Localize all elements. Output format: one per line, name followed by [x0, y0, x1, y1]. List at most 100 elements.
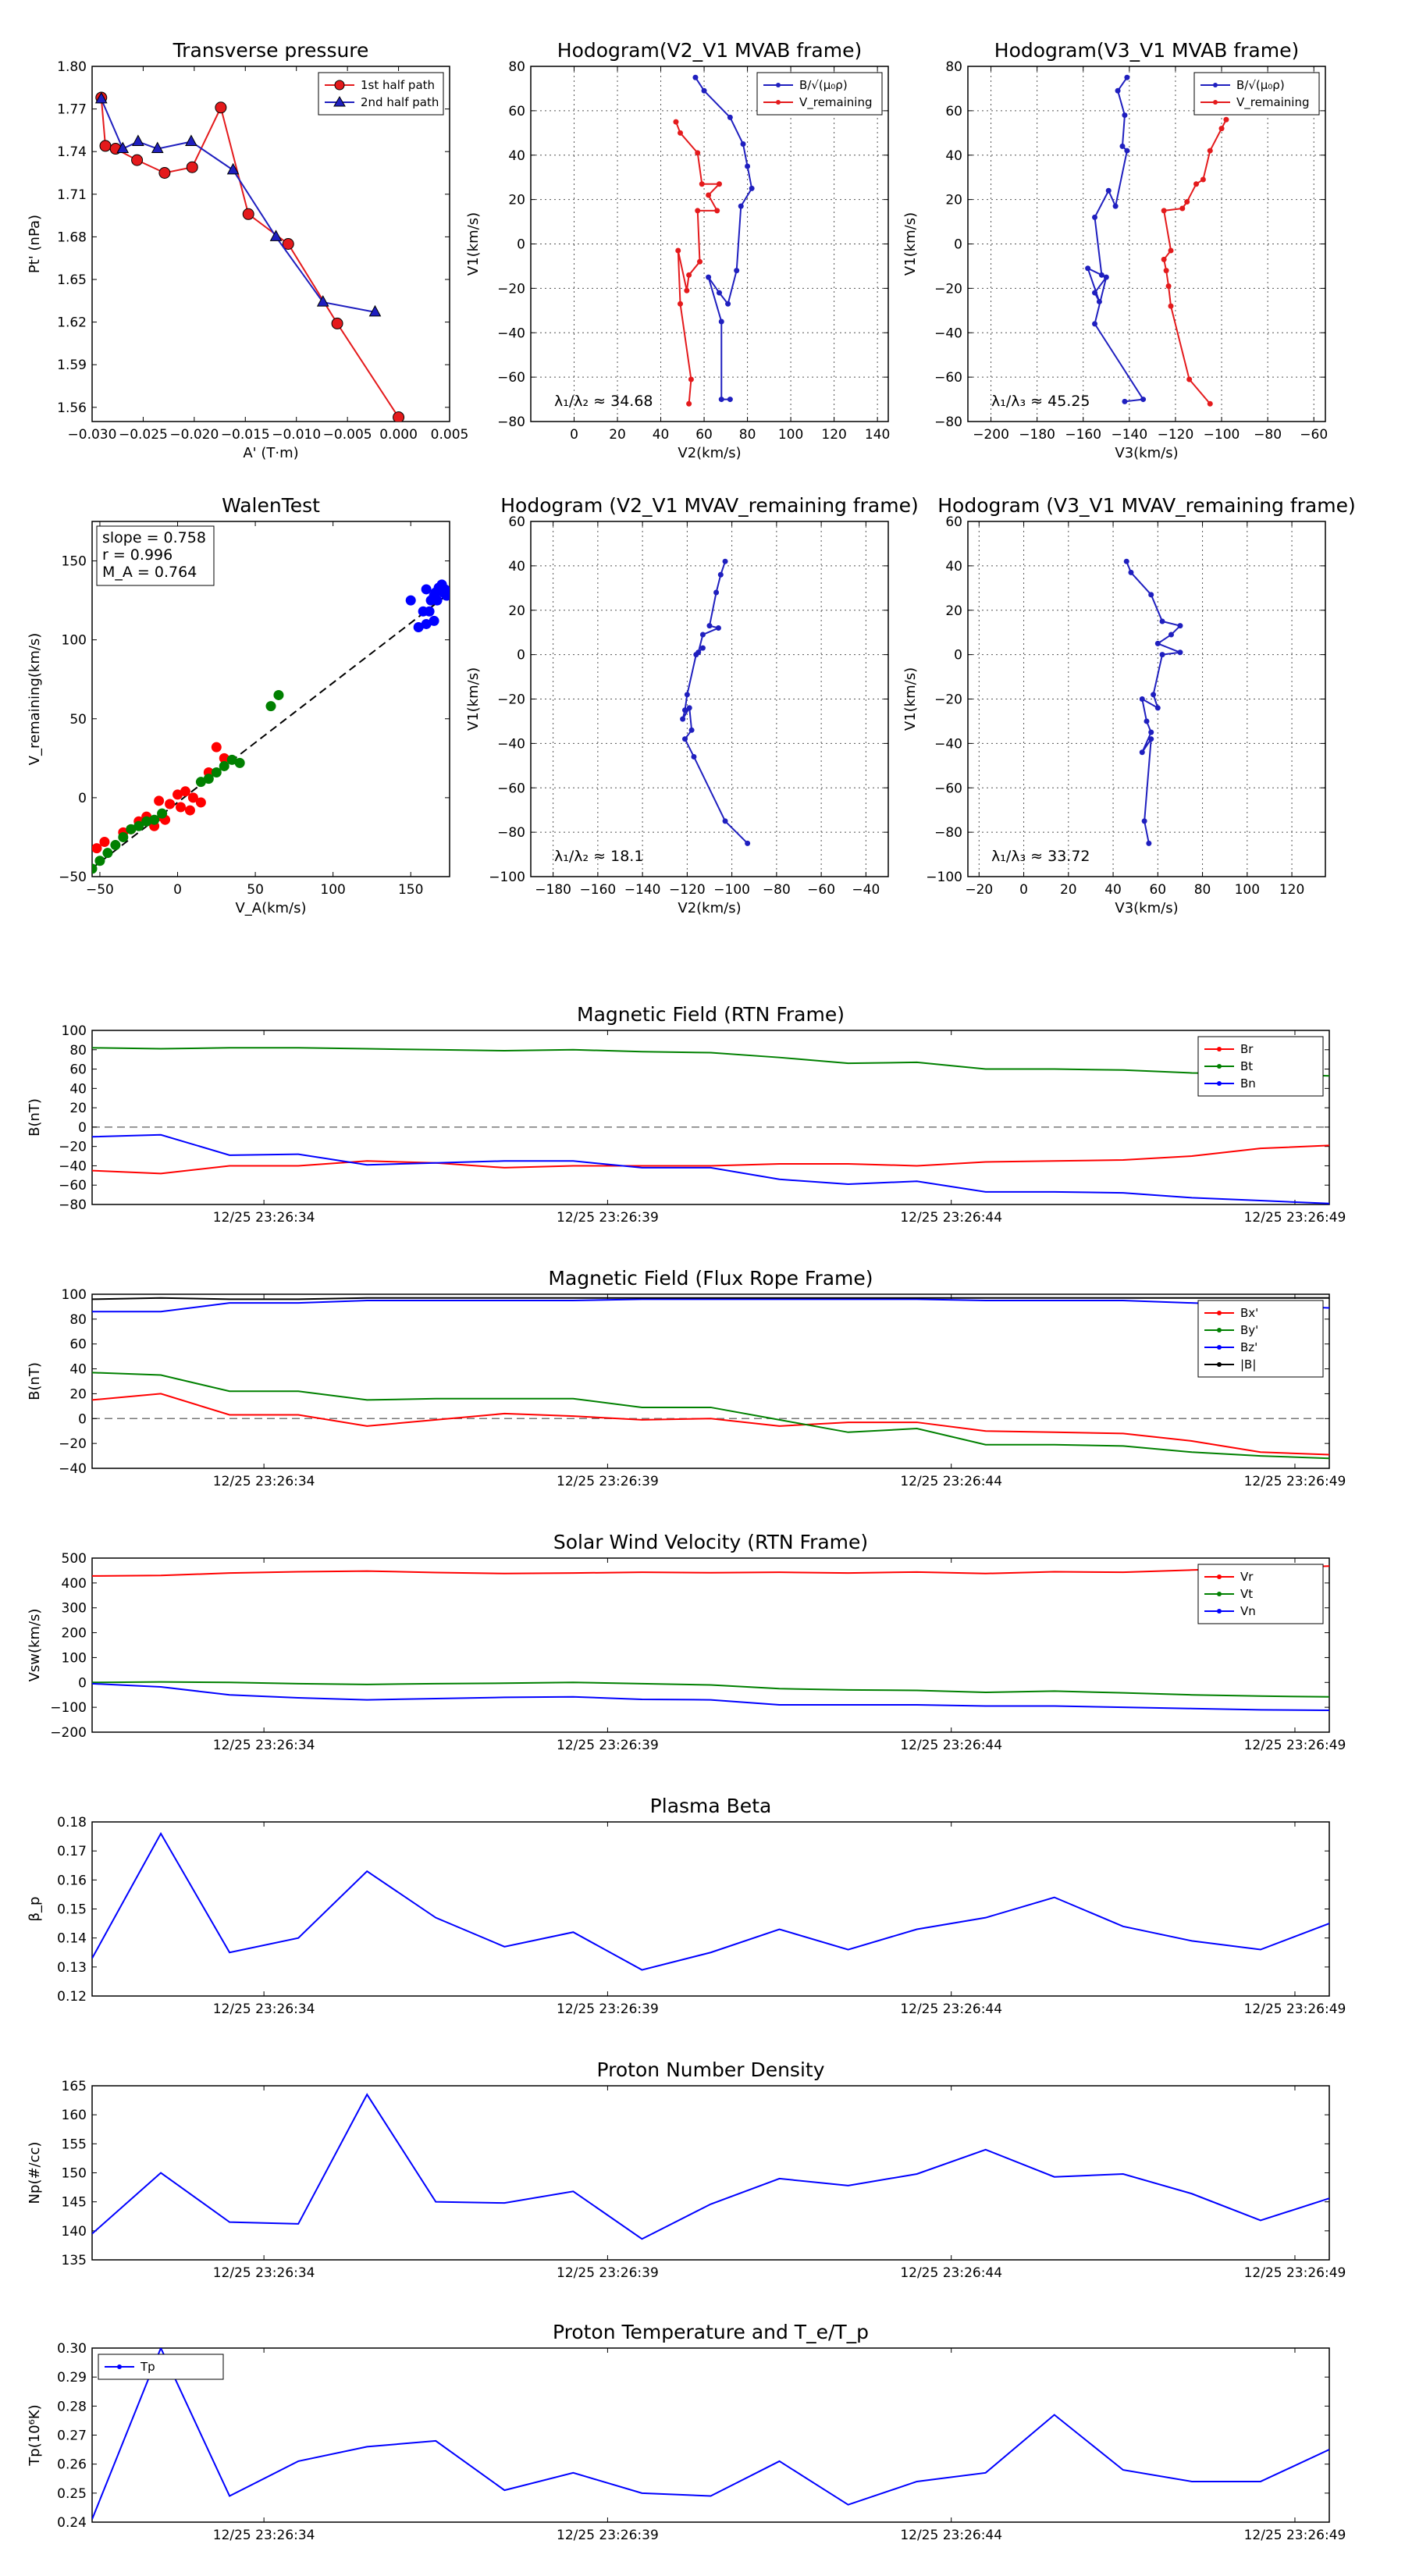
y-tick-label: 40: [945, 148, 962, 164]
chart-annotation: λ₁/λ₂ ≈ 18.1: [554, 848, 643, 865]
y-tick-label: 0.27: [57, 2428, 87, 2444]
data-point: [1122, 112, 1128, 119]
series-line-0: [92, 1393, 1329, 1456]
data-point: [740, 141, 746, 148]
data-point: [1159, 652, 1165, 658]
data-point: [219, 760, 229, 771]
data-point: [1218, 126, 1225, 132]
data-point: [716, 290, 722, 296]
series-line-1: [92, 1047, 1329, 1077]
x-tick-label: −60: [807, 882, 835, 898]
y-tick-label: 100: [62, 1650, 87, 1666]
data-point: [1193, 181, 1200, 187]
y-tick-label: 40: [69, 1081, 87, 1097]
data-point: [133, 820, 144, 831]
x-tick-label: 20: [609, 427, 626, 443]
x-tick-label: 0.005: [431, 427, 469, 443]
series-line-2: [92, 1682, 1329, 1711]
data-point: [269, 229, 283, 241]
y-tick-label: 150: [62, 554, 87, 570]
series-line-1: [92, 1372, 1329, 1460]
y-tick-label: 1.71: [57, 187, 87, 203]
data-point: [219, 753, 229, 763]
y-tick-label: 0.24: [57, 2515, 87, 2531]
chart-mag_rtn: Magnetic Field (RTN Frame) 12/25 23:26:34…: [27, 1003, 1346, 1226]
legend-box: [318, 72, 444, 116]
data-point: [405, 595, 416, 606]
legend-marker-0: [1217, 1047, 1222, 1051]
data-point: [211, 767, 222, 778]
data-point: [699, 645, 706, 651]
data-point: [186, 161, 198, 173]
data-point: [1119, 143, 1126, 149]
plot-area: [1085, 74, 1229, 407]
data-point: [722, 558, 728, 564]
data-point: [173, 789, 183, 800]
x-tick-label: 60: [1149, 882, 1166, 898]
series-line-1: [1162, 119, 1227, 404]
x-tick-label: −80: [763, 882, 791, 898]
data-point: [722, 818, 728, 824]
data-point: [421, 618, 432, 629]
y-tick-label: 1.74: [57, 144, 87, 160]
plot-area: [680, 558, 751, 846]
data-point: [265, 701, 276, 712]
data-point: [215, 101, 227, 114]
chart-title: Hodogram(V3_V1 MVAB frame): [994, 39, 1299, 62]
series-line-1: [100, 98, 375, 313]
y-tick-label: 20: [508, 603, 525, 619]
y-tick-label: 135: [62, 2253, 87, 2268]
x-tick-label: 50: [247, 882, 264, 898]
x-tick-label: −100: [1204, 427, 1240, 443]
data-point: [715, 625, 721, 631]
y-tick-label: 80: [69, 1043, 87, 1059]
data-point: [675, 247, 681, 254]
y-tick-label: 0: [78, 1120, 87, 1136]
x-tick-label: −60: [1300, 427, 1328, 443]
x-tick-label: −40: [852, 882, 880, 898]
data-point: [1115, 87, 1121, 94]
data-point: [242, 208, 254, 220]
legend-label-3: |B|: [1240, 1357, 1256, 1372]
data-point: [1124, 148, 1130, 154]
y-tick-label: 80: [508, 59, 525, 75]
data-point: [1151, 692, 1157, 698]
x-tick-label: 12/25 23:26:34: [213, 2265, 315, 2281]
series-line-2: [92, 1133, 1329, 1204]
y-tick-label: 20: [69, 1386, 87, 1402]
series-line-0: [681, 560, 749, 845]
y-tick-label: 20: [945, 603, 962, 619]
y-tick-label: −40: [934, 736, 962, 752]
y-tick-label: −50: [59, 870, 87, 885]
y-tick-label: 0.13: [57, 1960, 87, 1976]
data-point: [331, 317, 343, 329]
data-point: [1184, 198, 1190, 205]
y-tick-label: 0.16: [57, 1873, 87, 1888]
y-tick-label: −100: [50, 1700, 87, 1716]
x-tick-label: −120: [1158, 427, 1194, 443]
y-tick-label: 155: [62, 2137, 87, 2152]
data-point: [734, 268, 740, 274]
legend-marker-0: [117, 2364, 122, 2369]
x-tick-label: −160: [580, 882, 617, 898]
y-tick-label: 0: [954, 648, 962, 664]
x-tick-label: −120: [669, 882, 706, 898]
data-point: [699, 181, 705, 187]
data-point: [1139, 696, 1145, 702]
x-axis-label: V_A(km/s): [235, 900, 306, 916]
y-tick-label: 0.14: [57, 1931, 87, 1947]
x-axis-label: V3(km/s): [1115, 900, 1178, 916]
data-point: [1139, 749, 1145, 756]
data-point: [706, 623, 713, 629]
legend-marker-2: [1217, 1609, 1222, 1614]
legend-marker-0: [776, 83, 781, 87]
y-tick-label: 0.12: [57, 1989, 87, 2005]
data-point: [1124, 74, 1130, 80]
legend-label-1: 2nd half path: [361, 95, 439, 109]
data-point: [1096, 298, 1102, 304]
data-point: [1148, 592, 1154, 598]
y-tick-label: 60: [69, 1062, 87, 1078]
y-tick-label: 1.56: [57, 400, 87, 416]
data-point: [693, 652, 699, 658]
data-point: [1092, 290, 1098, 296]
